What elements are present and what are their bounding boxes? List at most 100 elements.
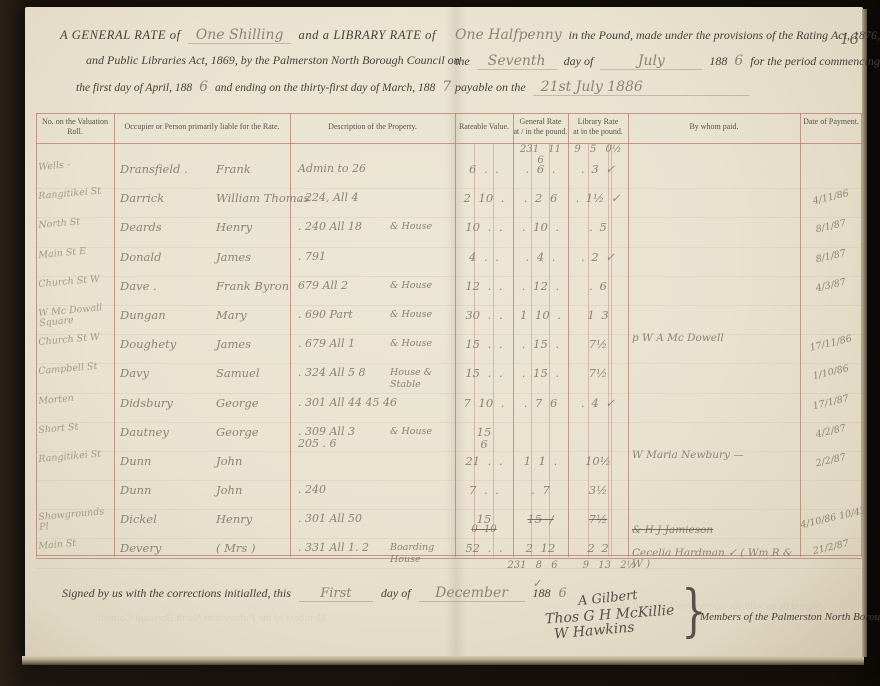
table-row: Campbell St Davy Samuel . 324 All 5 8 Ho… (36, 361, 862, 394)
grid-line (611, 143, 612, 557)
grid-line (36, 113, 37, 557)
cell-by-whom-paid: W Maria Newbury — (632, 426, 804, 473)
cell-rateable-value: 52 . . (465, 541, 503, 556)
cell-forename: Frank (216, 162, 251, 176)
cell-library-rate: 7½ (588, 366, 608, 381)
cell-general-rate: . 6 . (525, 162, 556, 176)
cell-description: . 324 All 5 8 (298, 366, 366, 380)
cell-general-rate: . 15 . (521, 366, 560, 381)
cell-library-rate: 10½ (585, 453, 611, 468)
attestation-line: Signed by us with the corrections initia… (62, 585, 567, 602)
cell-forename: Henry (216, 220, 253, 235)
col-header-date-of-payment: Date of Payment. (803, 117, 859, 126)
cell-surname: Doughety (120, 337, 177, 352)
page-edge-stack (22, 656, 864, 665)
cell-rateable-value: 10 . . (465, 220, 503, 235)
table-row: Wells - Dransfield . Frank Admin to 26 6… (36, 159, 862, 190)
header-general-rate-label: A GENERAL RATE of (60, 28, 181, 42)
signed-by-us-text: Signed by us with the corrections initia… (62, 586, 291, 600)
members-label: Members of the Palmerston North Borough … (700, 611, 880, 623)
cell-rateable-value: 4 . . (469, 249, 499, 264)
cell-forename: John (216, 483, 243, 498)
general-rate-subtitle: at / in the pound. (513, 127, 568, 137)
grid-line (628, 113, 629, 557)
cell-description: Admin to 26 (298, 162, 367, 175)
cell-date-of-payment: 8/1/87 (814, 247, 848, 265)
cell-date-of-payment: 4/2/87 (814, 422, 848, 441)
cell-surname: Donald (120, 249, 162, 264)
by-whom-paid-text: Cecelia Hardman ✓ ( Wm R & W ) (632, 547, 793, 571)
header-payable-label: payable on the (455, 80, 526, 94)
header-line-3-left: the first day of April, 188 6 and ending … (76, 79, 451, 95)
cell-description: . 240 (298, 483, 326, 497)
cell-property-note: & House (390, 221, 433, 233)
table-row: Short St Dautney George . 309 All 3 205 … (36, 421, 862, 460)
cell-rateable-value: 6 . . (469, 162, 499, 176)
library-rate-total-top: 9 5 0½ (574, 144, 622, 155)
table-row: Showgrounds Pl Dickel Henry . 301 All 50… (36, 505, 867, 570)
cell-description: 679 All 2 (298, 278, 348, 292)
grid-line (800, 113, 801, 557)
cell-rateable-value: 15 . . (465, 366, 503, 381)
cell-property-note: Boarding House (390, 542, 435, 566)
attestation-day-handwritten: First (298, 586, 373, 602)
by-whom-paid-text: p W A Mc Dowell (632, 331, 724, 344)
library-rate-subtitle: at in the pound. (573, 127, 623, 137)
bleedthrough-text: Members of the Palmerston North Borough … (95, 612, 327, 624)
cell-description: . 301 All 50 (298, 512, 362, 526)
library-rate-value-handwritten: One Halfpenny (455, 27, 562, 43)
cell-forename: Henry (216, 512, 253, 527)
cell-surname: Davy (120, 366, 150, 381)
header-line-3-right: payable on the 21st July 1886 (455, 79, 749, 96)
cell-rateable-value: 15 (476, 512, 492, 527)
header-line-2-left: and Public Libraries Act, 1869, by the P… (86, 53, 460, 68)
cell-by-whom-paid: & H J Jamieson Cecelia Hardman ✓ ( Wm R … (632, 513, 804, 582)
table-row: Morten Didsbury George . 301 All 44 45 4… (36, 392, 862, 423)
attestation-month-handwritten: December (418, 585, 525, 602)
table-row: Church St W Dave . Frank Byron 679 All 2… (36, 273, 862, 306)
cell-surname: Darrick (120, 191, 165, 206)
library-rate-title: Library Rate (577, 117, 619, 126)
cell-library-rate: . 3 ✓ (581, 162, 615, 176)
col-header-general-rate: General Rate at / in the pound. (513, 117, 568, 138)
general-rate-total-top: 231 11 6 (520, 144, 561, 166)
cell-forename: George (216, 395, 259, 410)
cell-surname: Dransfield . (120, 162, 188, 176)
cell-property-note: House & Stable (390, 367, 433, 391)
day-of-label: day of (380, 586, 411, 600)
cell-general-rate: . 12 . (521, 278, 560, 293)
cell-general-rate: 1 1 . (523, 453, 558, 468)
cell-surname: Dautney (120, 424, 169, 439)
grid-line (290, 113, 291, 557)
rate-ledger-table: No. on the Valuation Roll. Occupier or P… (36, 113, 867, 570)
cell-surname: Dickel (120, 512, 157, 527)
period-start-year-digit: 6 (199, 79, 208, 95)
cell-general-rate: 1 10 . (520, 307, 561, 322)
cell-forename: William Thomas (216, 191, 310, 206)
cell-rateable-value: 7 10 . (463, 395, 505, 410)
grid-line (493, 143, 494, 557)
header-period-start-text: the first day of April, 188 (76, 82, 193, 94)
by-whom-paid-struck: & H J Jamieson (632, 524, 714, 537)
cell-library-rate: . 4 ✓ (581, 395, 615, 410)
cell-general-rate: 2 12 (525, 541, 556, 556)
grid-line (608, 143, 609, 557)
cell-library-rate: 1 3 (587, 307, 609, 322)
payable-date-handwritten: 21st July 1886 (532, 79, 749, 96)
header-library-rate-label: and a LIBRARY RATE of (298, 28, 437, 42)
cell-surname: Dave . (120, 278, 157, 293)
cell-library-rate: 7½ (588, 512, 608, 527)
cell-rateable-value: 30 . . (465, 307, 503, 322)
cell-description: . 690 Part (298, 307, 353, 321)
grid-line (474, 143, 475, 557)
cell-description: . 791 (298, 249, 326, 263)
header-day-of-label: day of (563, 54, 594, 68)
cell-library-rate: 7½ (588, 337, 608, 352)
cell-date-of-payment: 2/2/87 (814, 451, 848, 470)
cell-general-rate: 15 / (527, 512, 554, 527)
header-libraries-act-text: and Public Libraries Act, 1869, by the P… (86, 53, 460, 67)
table-row: Main St E Donald James . 791 4 . . . 4 .… (36, 245, 862, 277)
header-rating-act-text: in the Pound, made under the provisions … (568, 28, 880, 42)
bleedthrough-text: Signed by us with the corrections initia… (612, 600, 822, 612)
grid-line (568, 113, 569, 557)
